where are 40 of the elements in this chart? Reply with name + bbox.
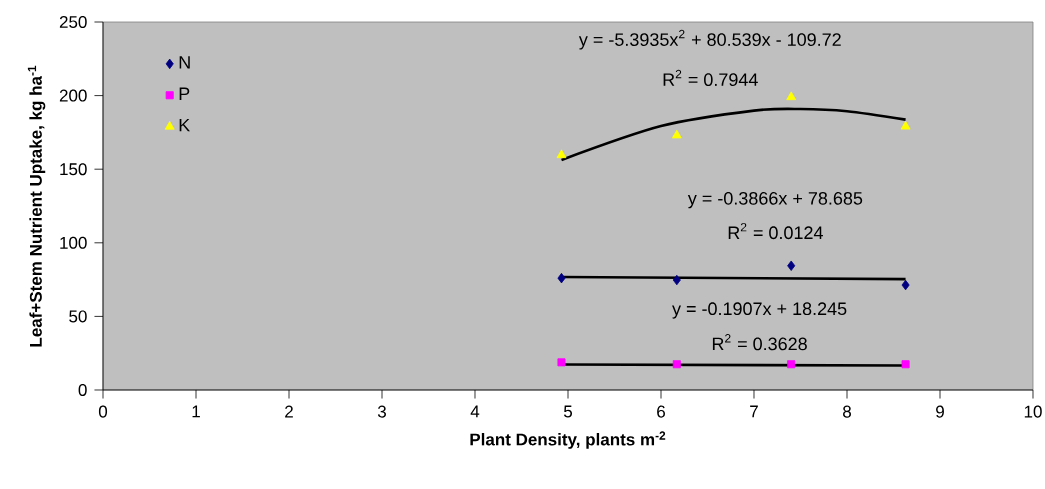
annotation: y = -5.3935x$^{2}$ + 80.539x - 109.72 — [578, 29, 841, 50]
point — [557, 358, 566, 367]
x-tick-label: 9 — [936, 405, 944, 418]
y-tick-label: 150 — [60, 163, 87, 176]
x-tick-label: 1 — [192, 405, 200, 418]
y-tick-label: 100 — [60, 236, 87, 249]
point — [787, 260, 796, 271]
point — [901, 279, 910, 291]
y-axis-title: Leaf+Stem Nutrient Uptake, kg ha$^{-1}$ — [27, 65, 46, 347]
point — [900, 120, 911, 130]
annotation: y = -0.1907x + 18.245 — [672, 302, 847, 319]
x-axis-title: Plant Density, plants m$^{-2}$ — [470, 431, 666, 449]
legend-label: P — [179, 87, 190, 100]
y-tick-label: 50 — [69, 310, 87, 323]
y-tick-label: 200 — [59, 89, 87, 102]
x-tick-label: 0 — [98, 405, 108, 418]
point — [557, 272, 566, 284]
y-tick-label: 250 — [59, 16, 87, 29]
point — [787, 360, 796, 369]
x-tick-label: 8 — [843, 405, 851, 418]
legend-label: N — [179, 56, 190, 69]
legend-label: K — [179, 118, 190, 132]
point — [672, 274, 681, 286]
annotation: R$^{2}$ = 0.0124 — [728, 222, 823, 240]
x-tick-label: 2 — [285, 405, 293, 418]
x-tick-label: 3 — [377, 405, 386, 418]
annotation: y = -0.3866x + 78.685 — [687, 191, 863, 209]
x-tick-label: 10 — [1024, 405, 1042, 418]
annotation: R$^{2}$ = 0.7944 — [663, 69, 758, 87]
y-tick-label: 0 — [78, 383, 87, 397]
x-tick-label: 7 — [750, 405, 758, 418]
x-tick-label: 4 — [470, 405, 480, 418]
x-tick-label: 6 — [657, 405, 665, 418]
annotation: R$^{2}$ = 0.3628 — [712, 334, 807, 351]
point — [556, 149, 567, 159]
point — [901, 360, 910, 369]
point — [672, 360, 681, 369]
point — [786, 91, 797, 101]
x-tick-label: 5 — [563, 405, 573, 418]
point — [671, 129, 682, 139]
